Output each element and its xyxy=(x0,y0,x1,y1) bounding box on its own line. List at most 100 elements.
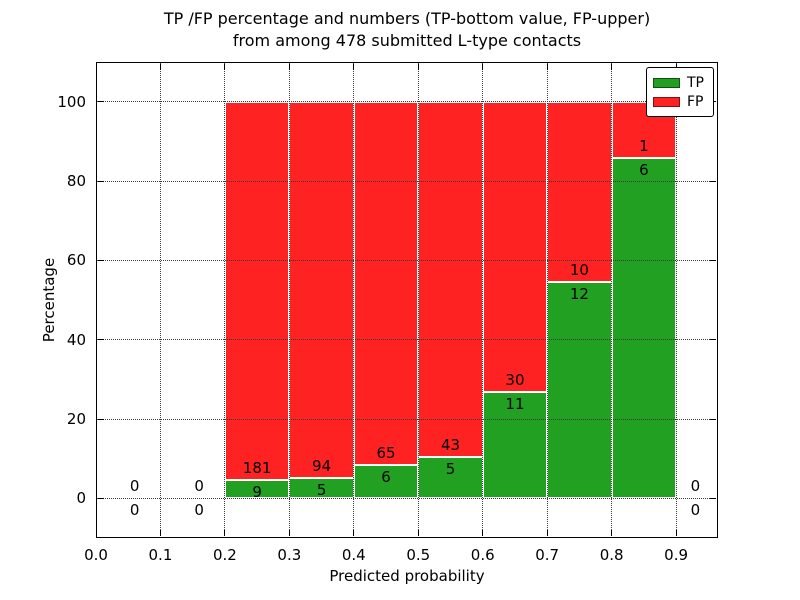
tp-bar-segment xyxy=(289,478,354,499)
x-tick-mark xyxy=(546,530,548,536)
tp-bar-segment xyxy=(547,281,612,499)
gridline-vertical xyxy=(482,62,484,538)
y-tick-mark xyxy=(98,180,104,182)
x-tick-label: 0.8 xyxy=(599,546,624,564)
fp-count-label: 1 xyxy=(639,137,649,156)
x-tick-label: 0.1 xyxy=(148,546,173,564)
legend-label-tp: TP xyxy=(687,74,704,91)
tp-count-label: 5 xyxy=(316,481,327,500)
fp-bar-segment xyxy=(482,101,548,392)
tp-count-label: 0 xyxy=(129,501,140,520)
tp-count-label: 9 xyxy=(252,482,262,501)
y-tick-label: 0 xyxy=(76,489,86,508)
fp-bar-segment xyxy=(418,101,483,457)
gridline-horizontal xyxy=(96,259,718,261)
x-tick-mark xyxy=(482,530,484,536)
gridline-vertical xyxy=(288,62,290,538)
chart-title-line1: TP /FP percentage and numbers (TP-bottom… xyxy=(163,9,651,28)
x-tick-mark xyxy=(224,530,226,536)
x-tick-mark-top xyxy=(95,64,97,70)
fp-count-label: 43 xyxy=(440,436,461,454)
y-tick-label: 40 xyxy=(66,330,86,349)
gridline-horizontal xyxy=(96,180,718,182)
x-tick-mark xyxy=(353,530,355,536)
legend-item-fp: FP xyxy=(653,92,707,111)
legend-item-tp: TP xyxy=(653,73,707,92)
fp-count-label: 10 xyxy=(569,260,589,279)
y-tick-mark-right xyxy=(710,259,716,261)
chart-title-line2: from among 478 submitted L-type contacts xyxy=(232,31,582,50)
x-tick-mark xyxy=(675,530,677,536)
x-tick-mark-top xyxy=(482,64,484,70)
y-tick-mark xyxy=(98,101,104,103)
fp-color-swatch xyxy=(653,96,680,107)
fp-bar-segment xyxy=(289,101,354,479)
y-tick-label: 20 xyxy=(66,410,86,428)
x-tick-label: 0.7 xyxy=(535,546,560,564)
x-tick-mark-top xyxy=(353,64,355,70)
x-tick-mark xyxy=(95,530,97,536)
y-tick-mark-right xyxy=(710,180,716,182)
x-tick-mark-top xyxy=(417,64,419,70)
fp-count-label: 94 xyxy=(312,457,332,476)
tp-count-label: 0 xyxy=(690,501,701,520)
y-tick-mark-right xyxy=(710,418,716,420)
fp-bar-segment xyxy=(353,101,419,465)
x-tick-mark-top xyxy=(224,64,226,70)
y-tick-mark-right xyxy=(710,339,716,341)
y-tick-mark xyxy=(98,259,104,261)
gridline-vertical xyxy=(417,62,419,538)
tp-color-swatch xyxy=(653,77,680,88)
gridline-vertical xyxy=(353,62,355,538)
gridline-horizontal xyxy=(96,101,718,103)
gridline-vertical xyxy=(675,62,677,538)
fp-count-label: 181 xyxy=(242,458,272,477)
legend: TP FP xyxy=(646,67,714,117)
tp-count-label: 11 xyxy=(505,394,525,413)
y-tick-mark-right xyxy=(710,497,716,499)
fp-count-label: 0 xyxy=(194,477,204,496)
x-tick-mark-top xyxy=(546,64,548,70)
tp-bar-segment xyxy=(353,464,419,499)
y-tick-mark xyxy=(98,418,104,420)
x-tick-mark-top xyxy=(159,64,161,70)
x-tick-mark-top xyxy=(288,64,290,70)
gridline-vertical xyxy=(611,62,613,538)
y-tick-label: 60 xyxy=(66,251,86,270)
gridline-vertical xyxy=(224,62,226,538)
y-tick-label: 80 xyxy=(66,172,86,190)
y-tick-mark xyxy=(98,497,104,499)
x-tick-label: 0.5 xyxy=(406,546,431,564)
fp-count-label: 0 xyxy=(129,477,140,496)
fp-bar-segment xyxy=(224,101,290,480)
gridline-vertical xyxy=(159,62,161,538)
x-tick-label: 0.0 xyxy=(84,546,108,564)
gridline-horizontal xyxy=(96,418,718,420)
tp-bar-segment xyxy=(482,391,548,499)
fp-count-label: 0 xyxy=(690,477,701,496)
x-axis-label: Predicted probability xyxy=(329,567,485,585)
x-tick-mark xyxy=(288,530,290,536)
chart-title: TP /FP percentage and numbers (TP-bottom… xyxy=(96,8,718,52)
fp-count-label: 65 xyxy=(376,443,396,462)
x-tick-mark xyxy=(417,530,419,536)
fp-bar-segment xyxy=(547,101,612,282)
y-axis-label: Percentage xyxy=(40,257,58,343)
tp-count-label: 6 xyxy=(381,467,391,486)
y-tick-label: 100 xyxy=(57,92,86,111)
tp-count-label: 0 xyxy=(194,501,204,520)
x-tick-label: 0.6 xyxy=(470,546,495,564)
x-tick-mark xyxy=(159,530,161,536)
legend-label-fp: FP xyxy=(687,93,704,110)
tp-bar-segment xyxy=(418,457,483,499)
x-tick-label: 0.2 xyxy=(212,546,237,564)
tp-bar-segment xyxy=(611,158,677,499)
x-tick-mark xyxy=(611,530,613,536)
x-tick-mark-top xyxy=(611,64,613,70)
gridline-vertical xyxy=(546,62,548,538)
y-tick-mark xyxy=(98,339,104,341)
tp-count-label: 5 xyxy=(445,460,456,478)
x-tick-label: 0.9 xyxy=(664,546,689,564)
tp-count-label: 6 xyxy=(639,161,649,180)
